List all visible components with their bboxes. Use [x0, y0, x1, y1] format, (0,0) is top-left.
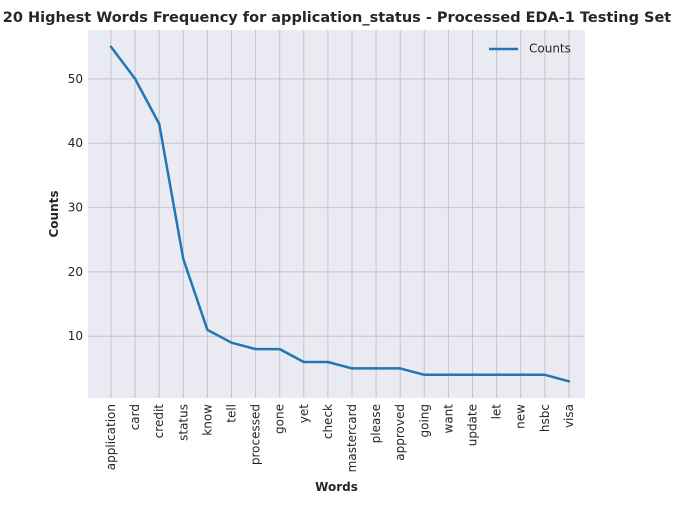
y-axis-label: Counts — [47, 190, 61, 237]
x-tick-label: card — [128, 404, 142, 430]
y-tick-label: 30 — [68, 201, 83, 215]
x-tick-label: want — [441, 404, 455, 434]
plot-area — [88, 30, 585, 398]
x-tick-label: application — [104, 404, 118, 470]
x-tick-label: visa — [562, 404, 576, 428]
x-tick-label: processed — [249, 404, 263, 465]
x-tick-label: going — [417, 404, 431, 438]
x-tick-label: credit — [152, 404, 166, 439]
x-tick-label: tell — [225, 404, 239, 423]
x-tick-label: know — [200, 404, 214, 436]
x-tick-label: status — [176, 404, 190, 441]
y-tick-label: 20 — [68, 265, 83, 279]
x-axis-label: Words — [315, 480, 358, 494]
x-tick-label: please — [369, 404, 383, 443]
y-tick-label: 40 — [68, 136, 83, 150]
x-tick-label: let — [490, 404, 504, 420]
x-tick-label: new — [514, 404, 528, 429]
chart-title: 20 Highest Words Frequency for applicati… — [3, 10, 672, 26]
x-tick-label: approved — [393, 404, 407, 461]
x-tick-label: check — [321, 404, 335, 439]
legend-label-counts: Counts — [529, 42, 571, 56]
x-tick-label: hsbc — [538, 404, 552, 432]
x-tick-label: yet — [297, 404, 311, 423]
x-tick-label: mastercard — [345, 404, 359, 472]
y-tick-label: 50 — [68, 72, 83, 86]
y-tick-label: 10 — [68, 329, 83, 343]
x-tick-label: gone — [273, 404, 287, 434]
x-tick-label: update — [466, 404, 480, 446]
